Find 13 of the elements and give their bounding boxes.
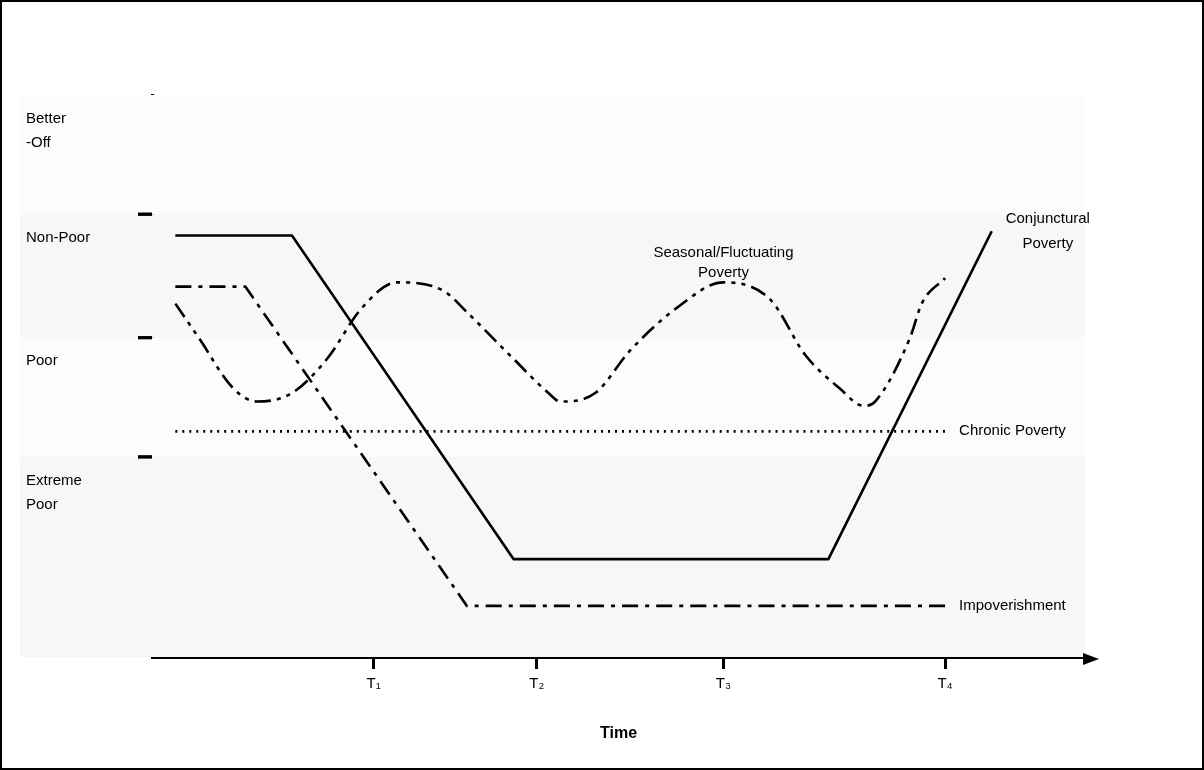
band-label: Extreme Poor xyxy=(26,470,82,512)
series-label: Chronic Poverty xyxy=(959,421,1067,439)
x-tick-label: T₁ xyxy=(366,674,381,692)
band-label: Better -Off xyxy=(26,108,67,150)
series-label: Conjunctural Poverty xyxy=(1005,208,1090,251)
x-tick-label: T₄ xyxy=(937,674,953,692)
band-label: Non-Poor xyxy=(26,227,91,245)
series-label: Seasonal/Fluctuating Poverty xyxy=(653,243,794,281)
series-label: Impoverishment xyxy=(959,596,1067,614)
band-label: Poor xyxy=(26,351,58,369)
x-tick-label: T₃ xyxy=(715,674,732,692)
x-tick-label: T₂ xyxy=(529,674,545,692)
x-axis-title: Time xyxy=(599,723,638,741)
